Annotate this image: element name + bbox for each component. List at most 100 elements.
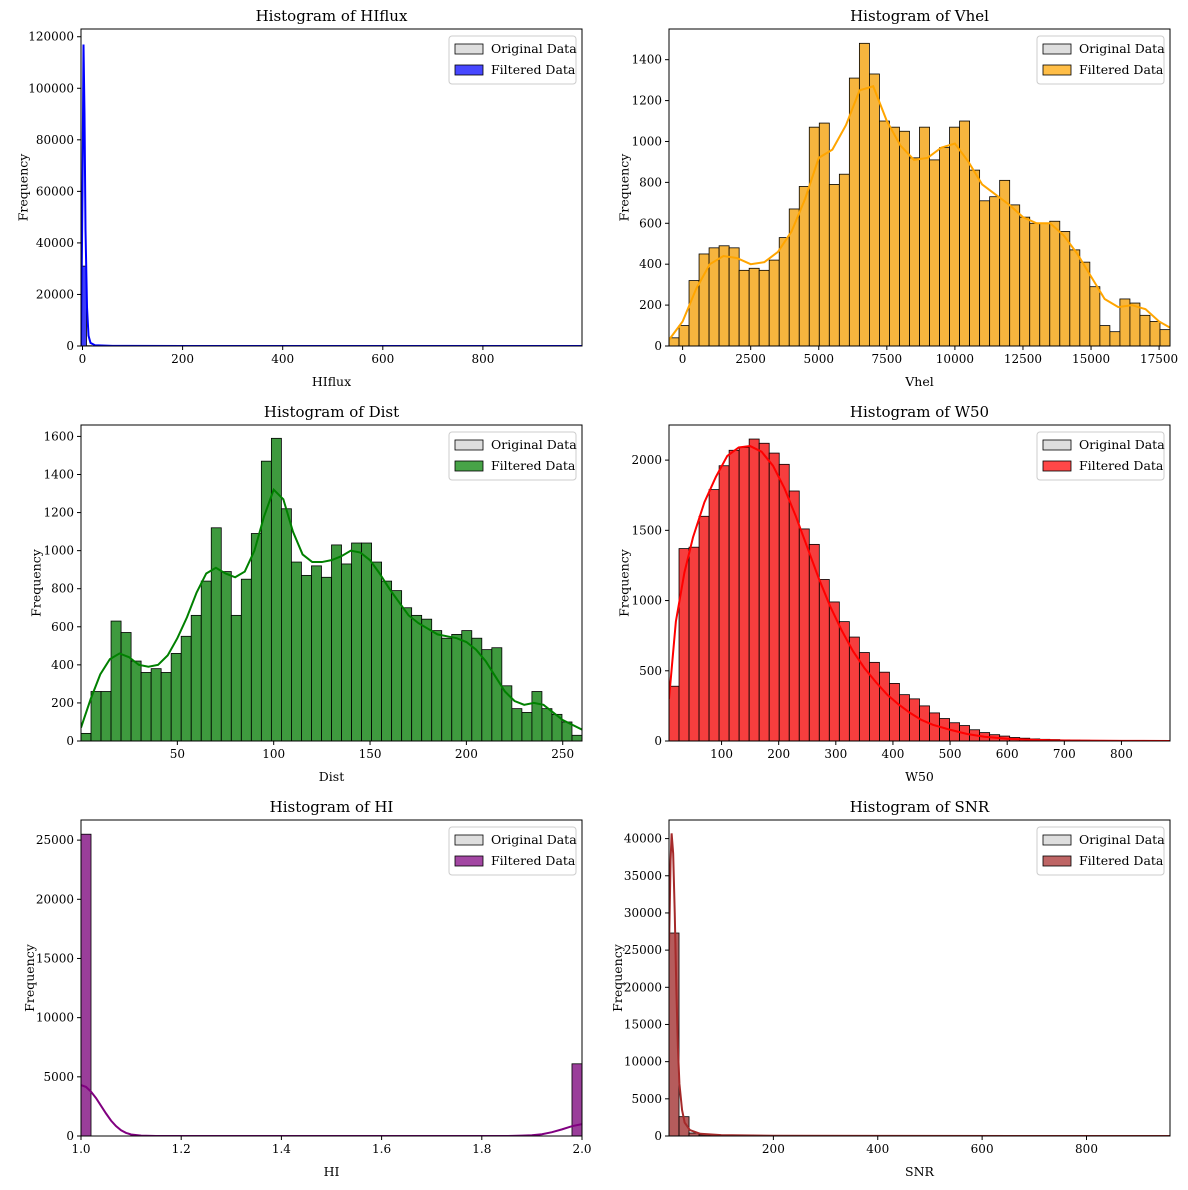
filtered-bar: [969, 169, 981, 346]
filtered-bar: [100, 691, 112, 741]
filtered-bar: [280, 508, 292, 741]
kde-line: [81, 44, 582, 346]
filtered-bar: [728, 247, 740, 346]
filtered-bar: [110, 620, 122, 741]
y-tick-label: 80000: [36, 133, 74, 147]
y-tick-label: 0: [66, 339, 74, 353]
histogram-bars: [669, 42, 1170, 346]
chart-panel-5: 1.0 1.2 1.4 1.6 1.8 2.0 0 5000 10000 15000 20000 25…: [22, 798, 592, 1179]
filtered-bar: [331, 544, 342, 741]
y-tick-label: 1000: [631, 594, 662, 608]
y-tick-label: 1000: [43, 544, 74, 558]
legend-label-filtered: Filtered Data: [1079, 62, 1164, 77]
filtered-bar: [1039, 222, 1051, 346]
filtered-bar: [200, 580, 212, 741]
chart-panel-3: 50 100 150 200 250 0 200 400 600 800 1000 1200 1400 1…: [29, 403, 583, 784]
plot-frame: [668, 28, 1171, 347]
x-tick-label: 1.8: [472, 1142, 491, 1156]
x-axis-label: W50: [905, 769, 934, 784]
filtered-bar: [728, 449, 740, 741]
x-tick-label: 400: [271, 352, 294, 366]
x-tick-label: 2.0: [572, 1142, 591, 1156]
x-tick-label: 800: [1075, 1142, 1098, 1156]
x-tick-label: 1.4: [272, 1142, 291, 1156]
filtered-bar: [899, 130, 910, 346]
x-tick-label: 17500: [1140, 352, 1178, 366]
filtered-bar: [909, 157, 920, 346]
legend-swatch-filtered: [1042, 460, 1072, 472]
x-tick-label: 1.6: [372, 1142, 391, 1156]
y-tick-label: 20000: [624, 980, 662, 994]
filtered-bar: [291, 561, 302, 741]
filtered-bar: [401, 607, 413, 741]
y-tick-label: 120000: [28, 30, 74, 44]
filtered-bar: [818, 579, 830, 741]
filtered-bar: [838, 621, 850, 741]
x-tick-label: 250: [551, 747, 574, 761]
x-tick-label: 10000: [936, 352, 974, 366]
filtered-bar: [929, 159, 940, 346]
y-tick-label: 800: [639, 175, 662, 189]
filtered-bar: [1059, 231, 1071, 346]
filtered-bar: [698, 515, 710, 741]
y-tick-label: 800: [51, 582, 74, 596]
x-tick-label: 300: [824, 747, 847, 761]
legend-swatch-filtered: [454, 460, 484, 472]
filtered-bar: [1079, 261, 1091, 346]
y-axis-label: Frequency: [610, 943, 625, 1012]
x-tick-label: 2500: [735, 352, 766, 366]
y-tick-label: 200: [51, 696, 74, 710]
filtered-bar: [451, 633, 463, 741]
legend-swatch-original: [454, 43, 484, 55]
filtered-bar: [301, 574, 312, 741]
y-tick-label: 40000: [36, 236, 74, 250]
chart-title: Histogram of SNR: [850, 798, 990, 816]
legend-swatch-filtered: [1042, 64, 1072, 76]
legend-label-original: Original Data: [491, 437, 577, 452]
filtered-bar: [879, 671, 890, 741]
filtered-bar: [351, 542, 362, 741]
chart-title: Histogram of HI: [270, 798, 394, 816]
legend-label-filtered: Filtered Data: [1079, 853, 1164, 868]
filtered-bar: [210, 527, 222, 741]
y-tick-label: 1600: [43, 429, 74, 443]
y-tick-label: 25000: [624, 943, 662, 957]
chart-title: Histogram of Vhel: [850, 7, 989, 25]
y-tick-label: 1400: [43, 467, 74, 481]
filtered-bar: [718, 245, 730, 346]
filtered-bar: [381, 580, 393, 741]
y-tick-label: 400: [639, 257, 662, 271]
filtered-bar: [1009, 204, 1021, 346]
plot-frame: [80, 28, 583, 347]
y-tick-label: 10000: [624, 1055, 662, 1069]
filtered-bar: [909, 698, 920, 741]
filtered-bar: [669, 685, 680, 741]
chart-title: Histogram of HIflux: [256, 7, 408, 25]
filtered-bar: [160, 672, 172, 741]
y-axis-label: Frequency: [22, 943, 37, 1012]
legend-swatch-original: [1042, 43, 1072, 55]
filtered-bar: [708, 489, 720, 741]
x-tick-label: 400: [881, 747, 904, 761]
filtered-bar: [1069, 249, 1081, 346]
kde-line: [81, 1084, 582, 1136]
filtered-bar: [341, 563, 352, 741]
filtered-bar: [748, 438, 760, 741]
filtered-bar: [230, 614, 242, 741]
y-axis-label: Frequency: [617, 548, 632, 617]
filtered-bar: [1049, 220, 1061, 346]
x-tick-label: 500: [939, 747, 962, 761]
legend-swatch-original: [454, 439, 484, 451]
legend: Original Data Filtered Data: [448, 826, 577, 876]
filtered-bar: [688, 546, 700, 741]
histogram-bars: [669, 932, 1170, 1136]
plot-frame: [668, 819, 1171, 1137]
filtered-bar: [869, 661, 880, 741]
y-tick-label: 5000: [43, 1070, 74, 1084]
filtered-bar: [889, 683, 900, 741]
filtered-bar: [1159, 329, 1170, 346]
plot-frame: [80, 424, 583, 742]
filtered-bar: [411, 614, 423, 741]
filtered-bar: [858, 652, 870, 741]
